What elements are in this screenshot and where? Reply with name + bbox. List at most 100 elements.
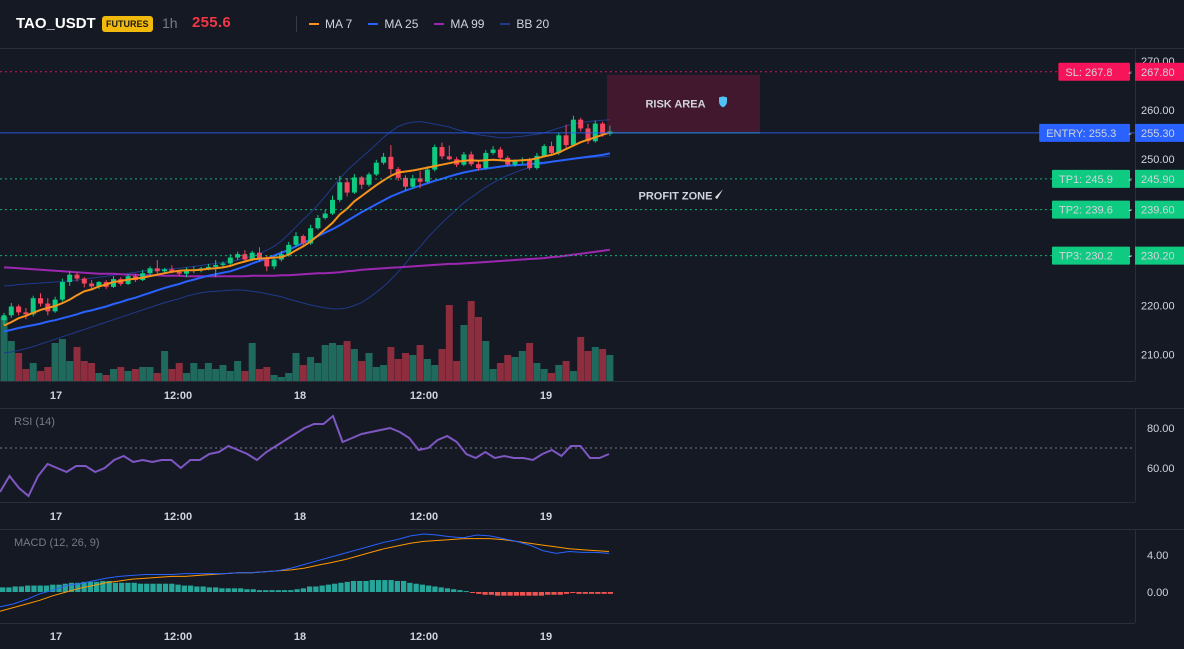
- macd-histogram-bar: [545, 592, 551, 595]
- candle-body: [512, 161, 518, 165]
- candle-body: [147, 268, 153, 274]
- volume-bar: [336, 345, 344, 381]
- candle-body: [89, 283, 95, 287]
- macd-histogram-bar: [219, 588, 225, 592]
- candle-body: [300, 236, 306, 244]
- candle-body: [176, 271, 182, 274]
- macd-histogram-bar: [607, 592, 613, 594]
- legend-ma99[interactable]: MA 99: [434, 17, 484, 31]
- macd-histogram-bar: [382, 580, 388, 592]
- level-price-bg: [1135, 246, 1184, 265]
- candle-body: [205, 266, 211, 269]
- macd-histogram-bar: [444, 588, 451, 592]
- macd-histogram-bar: [119, 582, 125, 592]
- macd-histogram-bar: [150, 583, 156, 592]
- rsi-tick-label: 60.00: [1147, 463, 1175, 475]
- symbol-name[interactable]: TAO_USDT: [16, 15, 96, 32]
- legend-bb20[interactable]: BB 20: [500, 17, 549, 31]
- volume-bar: [409, 355, 417, 381]
- macd-histogram-bar: [538, 592, 545, 596]
- macd-histogram-bar: [68, 582, 75, 592]
- volume-bar: [22, 369, 30, 381]
- macd-histogram-bar: [426, 585, 432, 592]
- candle-body: [220, 263, 226, 265]
- volume-bar: [0, 317, 8, 381]
- macd-histogram-bar: [551, 592, 557, 595]
- rsi-time-label: 12:00: [164, 511, 192, 523]
- volume-bar: [372, 367, 380, 381]
- macd-histogram-bar: [31, 585, 37, 592]
- macd-histogram-bar: [350, 580, 357, 592]
- candle-body: [293, 236, 299, 245]
- volume-bar: [438, 349, 446, 381]
- volume-bar: [394, 359, 402, 381]
- candle-body: [366, 174, 372, 185]
- level-tag-bg: [1039, 123, 1130, 142]
- level-price-bg: [1135, 62, 1184, 81]
- legend-ma7-label: MA 7: [325, 17, 353, 31]
- time-label: 19: [540, 390, 552, 402]
- macd-histogram-bar: [438, 587, 444, 592]
- macd-histogram-bar: [175, 584, 181, 592]
- legend-ma7[interactable]: MA 7: [309, 17, 352, 31]
- macd-histogram-bar: [256, 590, 263, 592]
- macd-histogram-bar: [369, 580, 375, 592]
- volume-bar: [197, 369, 205, 381]
- candle-body: [461, 154, 467, 165]
- macd-histogram-bar: [576, 592, 582, 594]
- volume-bar: [95, 373, 103, 381]
- macd-histogram-bar: [93, 581, 100, 592]
- volume-bar: [256, 369, 263, 381]
- macd-histogram-bar: [595, 592, 601, 594]
- macd-histogram-bar: [269, 590, 275, 592]
- volume-bar: [307, 357, 315, 381]
- volume-bar: [139, 367, 147, 381]
- rsi-time-label: 12:00: [410, 511, 438, 523]
- macd-histogram-bar: [570, 592, 576, 593]
- candle-body: [169, 269, 175, 272]
- rsi-title: RSI (14): [14, 416, 55, 428]
- volume-bar: [380, 365, 388, 381]
- macd-histogram-bar: [344, 581, 350, 592]
- volume-bar: [562, 361, 570, 381]
- level-tag-bg: [1052, 246, 1130, 265]
- volume-bar: [168, 369, 176, 381]
- macd-histogram-bar: [18, 586, 25, 592]
- volume-bar: [241, 371, 249, 381]
- volume-bar: [460, 325, 468, 381]
- candle-body: [563, 135, 569, 146]
- macd-tick-label: 4.00: [1147, 550, 1168, 562]
- macd-histogram-bar: [494, 592, 501, 596]
- ma7-line: [3, 131, 611, 327]
- macd-histogram-bar: [156, 583, 162, 592]
- macd-histogram-bar: [288, 590, 294, 592]
- macd-histogram-bar: [300, 588, 306, 592]
- interval-selector[interactable]: 1h: [162, 15, 178, 31]
- risk-zone: [607, 74, 760, 133]
- legend-ma25[interactable]: MA 25: [368, 17, 418, 31]
- legend-ma99-swatch: [434, 23, 445, 25]
- time-label: 12:00: [410, 390, 438, 402]
- candle-body: [439, 147, 445, 157]
- macd-histogram-bar: [457, 590, 463, 592]
- macd-histogram-bar: [357, 580, 363, 592]
- macd-tick-label: 0.00: [1147, 587, 1168, 599]
- price-tick-label: 250.00: [1141, 154, 1175, 166]
- bb-upper-line: [3, 119, 610, 287]
- macd-histogram-bar: [476, 592, 482, 594]
- macd-histogram-bar: [313, 586, 319, 592]
- ma25-line: [3, 152, 611, 333]
- level-price-bg: [1135, 169, 1184, 188]
- legend-ma7-swatch: [309, 23, 319, 25]
- macd-time-label: 12:00: [410, 631, 438, 643]
- macd-histogram-bar: [144, 583, 150, 592]
- volume-bar: [591, 347, 599, 381]
- macd-histogram-bar: [244, 589, 250, 592]
- price-tick-label: 260.00: [1141, 105, 1175, 117]
- candle-body: [242, 254, 248, 260]
- volume-bar: [124, 371, 132, 381]
- macd-histogram-bar: [213, 587, 219, 592]
- volume-bar: [66, 361, 74, 381]
- candle-body: [549, 146, 554, 153]
